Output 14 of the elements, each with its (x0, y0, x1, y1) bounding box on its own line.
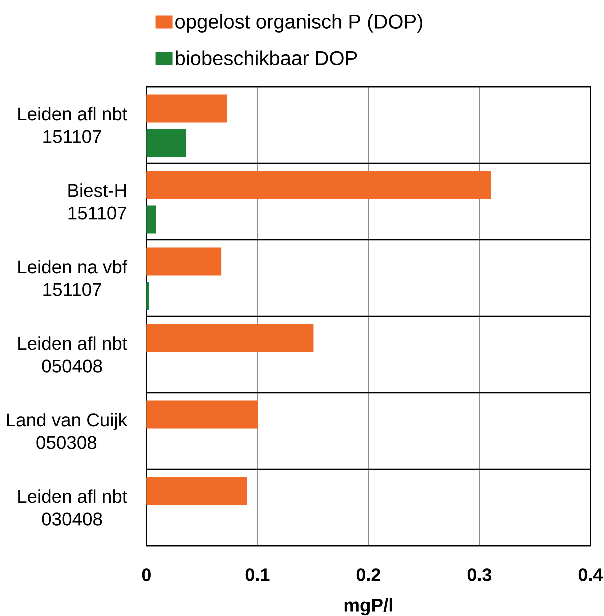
y-tick-label: Biest-H 151107 (68, 184, 126, 220)
y-tick-label: Leiden afl nbt 030408 (18, 490, 128, 526)
legend-label: opgelost organisch P (DOP) (176, 14, 422, 33)
x-tick-label: 0.3 (468, 568, 492, 582)
y-tick-label: Leiden afl nbt 151107 (18, 107, 128, 144)
x-tick-label: 0 (142, 568, 151, 582)
x-tick-label: 0.1 (246, 568, 270, 582)
x-axis-title: mgP/l (344, 598, 392, 616)
x-tick-label: 0.4 (578, 568, 604, 582)
y-tick-label: Leiden afl nbt 050408 (18, 336, 128, 373)
x-tick-label: 0.2 (356, 568, 380, 582)
y-tick-label: Land van Cuijk 050308 (7, 413, 128, 450)
y-tick-label: Leiden na vbf 151107 (18, 260, 128, 296)
legend-label: biobeschikbaar DOP (176, 50, 358, 66)
